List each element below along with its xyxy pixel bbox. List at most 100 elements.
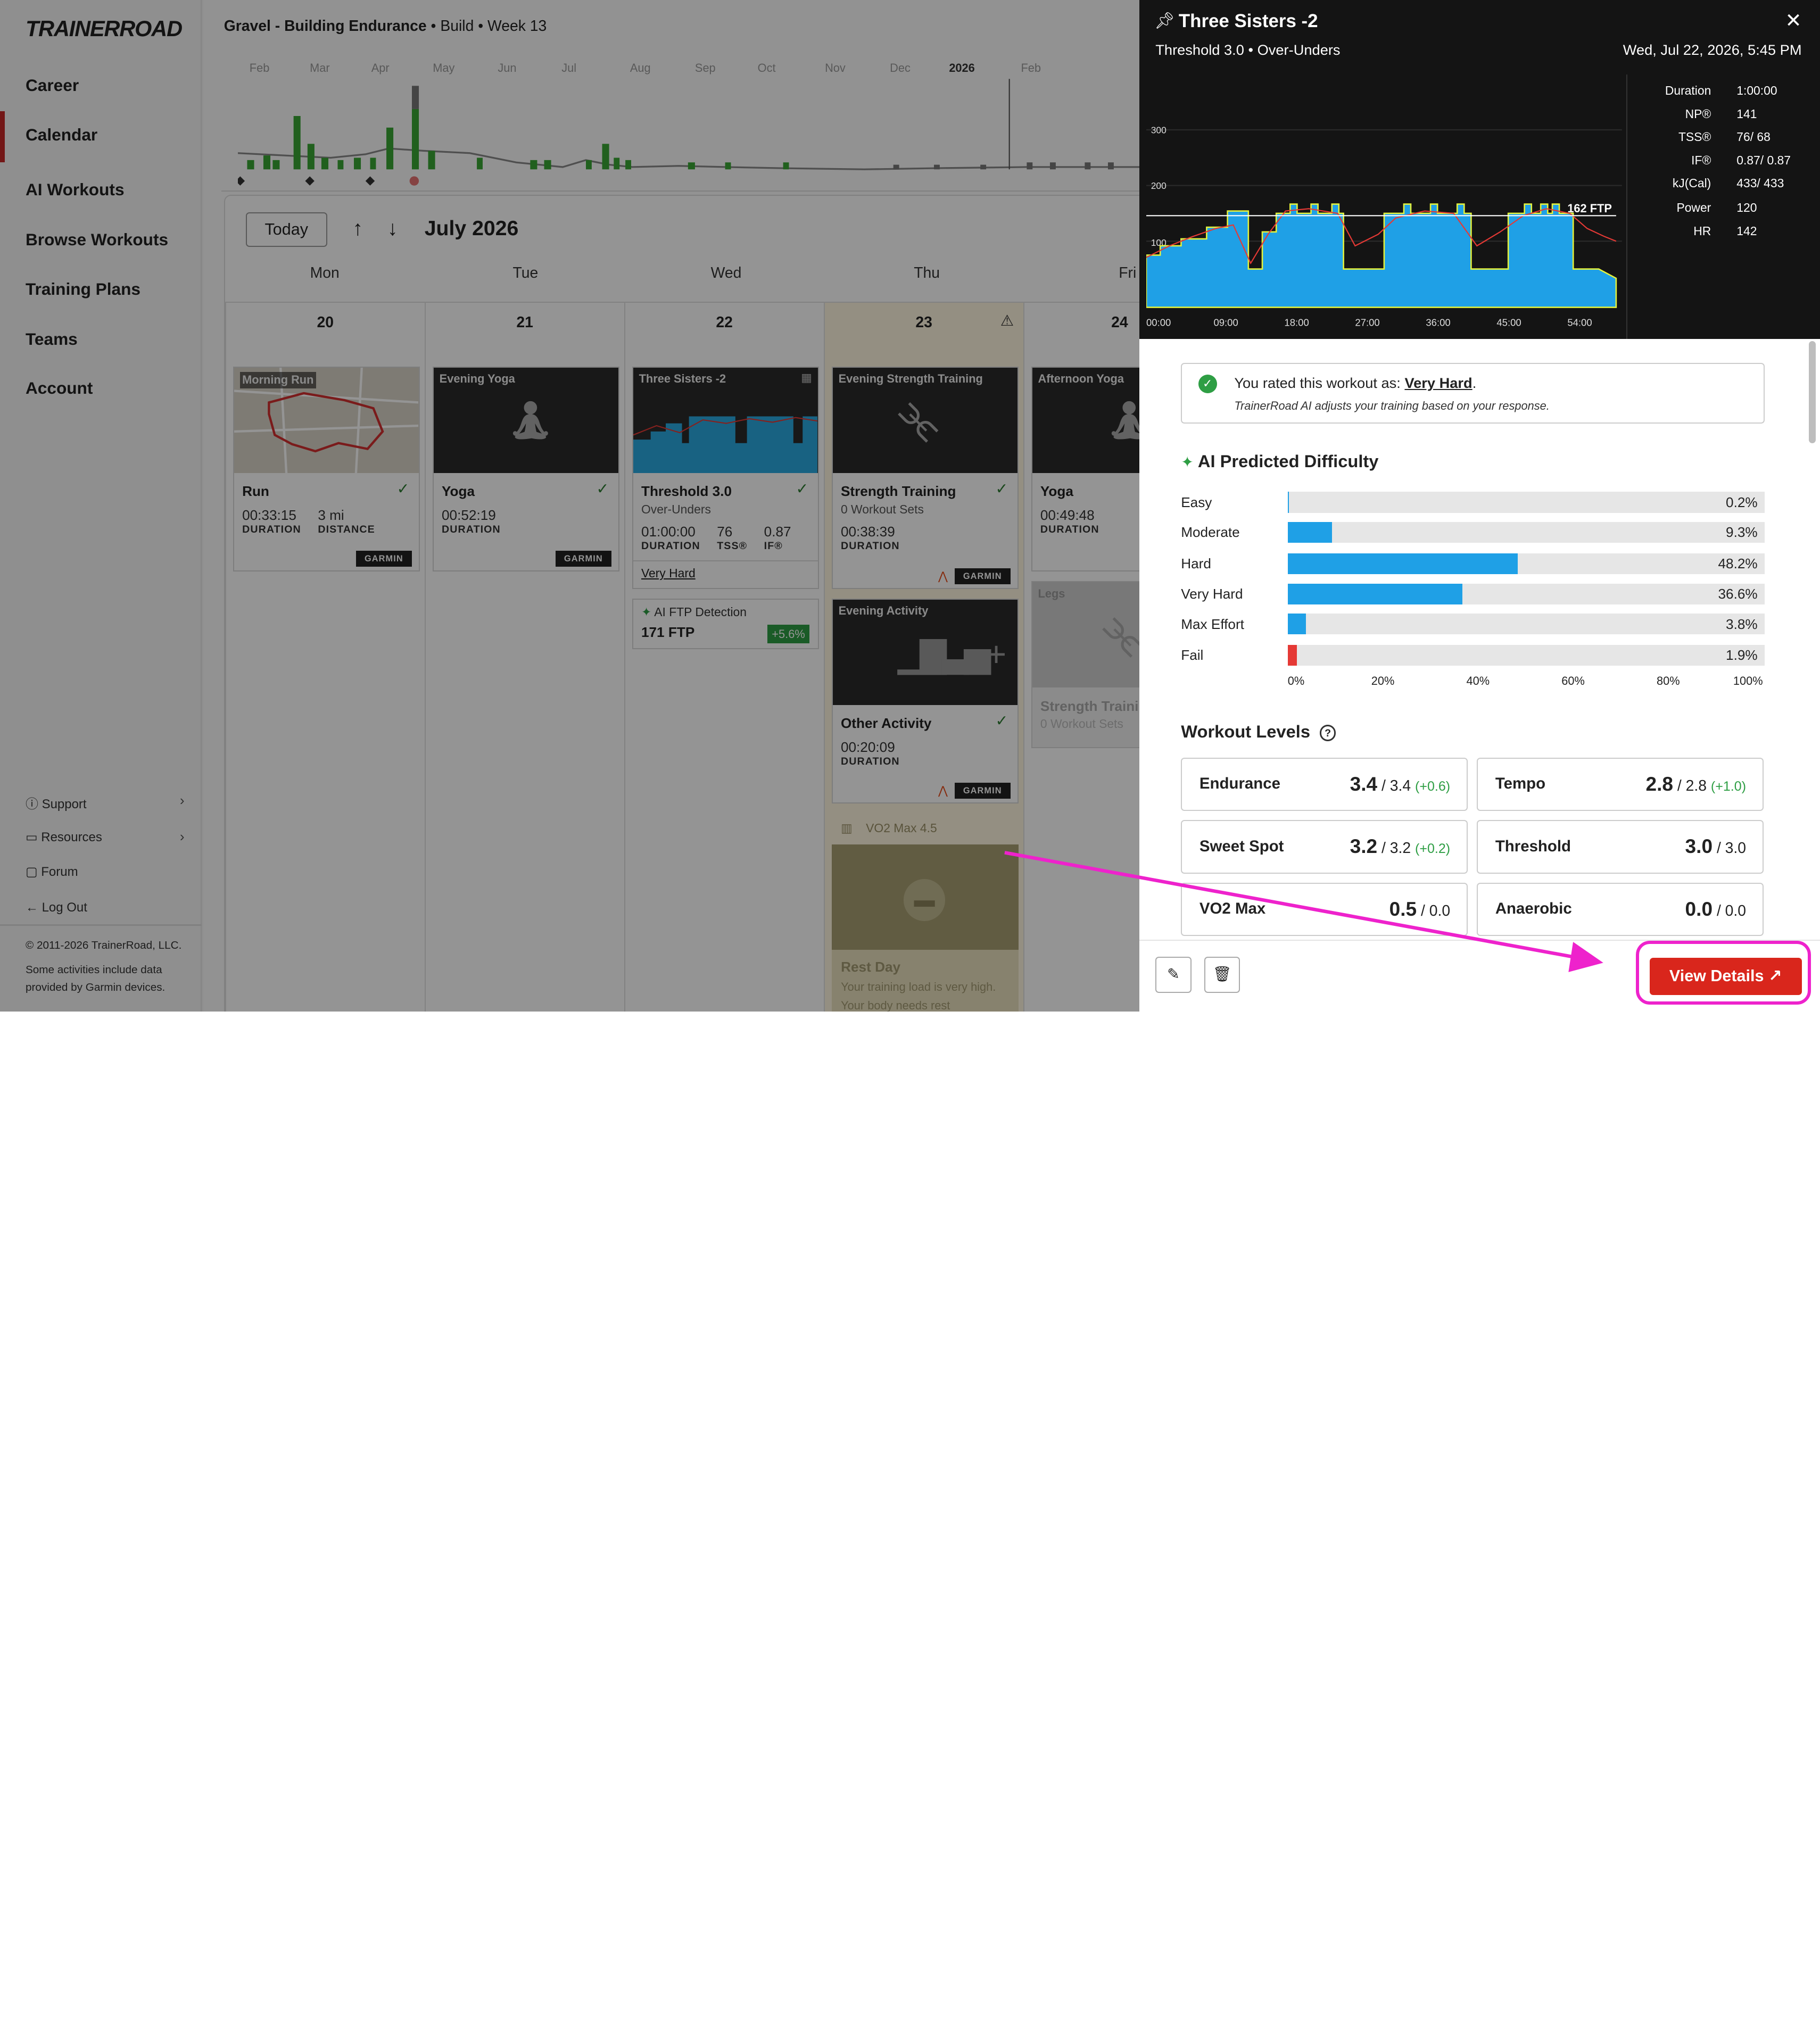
timeline-months: Feb Mar Apr May Jun Jul Aug Sep Oct Nov Dec 2026 Feb — [250, 61, 1041, 74]
metric-value: 120 — [1736, 201, 1757, 215]
x-tick: 45:00 — [1496, 317, 1521, 328]
power-graph[interactable]: 300 200 100 162 FTP 00:00 09:00 18:00 27… — [1146, 72, 1622, 338]
today-button[interactable]: Today — [245, 212, 327, 247]
timeline-month-label: 2026 — [949, 61, 974, 74]
check-icon: ✓ — [995, 480, 1008, 498]
y-tick: 200 — [1151, 180, 1167, 191]
ai-ftp-detection-card[interactable]: ✦ AI FTP Detection 171 FTP +5.6% — [632, 598, 819, 650]
planned-workout-label: VO2 Max 4.5 — [866, 821, 937, 835]
scrollbar[interactable] — [1808, 341, 1816, 443]
check-circle-icon: ✓ — [1198, 374, 1217, 393]
rating-value-link[interactable]: Very Hard — [1404, 374, 1472, 391]
close-icon[interactable]: ✕ — [1785, 9, 1802, 32]
vo2-max-planned[interactable]: ▥ VO2 Max 4.5 — [832, 815, 1019, 843]
garmin-note: Some activities include data provided by… — [25, 964, 166, 993]
timeline-month-label: Jun — [498, 61, 516, 74]
difficulty-label: Easy — [1181, 494, 1212, 510]
resources-link[interactable]: ▭ Resources — [26, 830, 102, 845]
check-icon: ✓ — [995, 712, 1008, 730]
difficulty-row: Fail 1.9% — [1181, 645, 1765, 666]
metric-value: 141 — [1736, 106, 1757, 121]
training-timeline[interactable]: Feb Mar Apr May Jun Jul Aug Sep Oct Nov Dec 2026 Feb — [237, 58, 1143, 186]
difficulty-row: Hard 48.2% — [1181, 553, 1765, 575]
help-icon[interactable]: ? — [1319, 725, 1336, 741]
event-markers — [237, 176, 419, 186]
difficulty-label: Hard — [1181, 556, 1211, 572]
metric-label: Power — [1676, 201, 1711, 215]
level-change: (+0.2) — [1414, 841, 1451, 857]
stat-value: 00:33:15 — [242, 507, 296, 523]
workout-card-other-activity[interactable]: Evening Activity ▁▇▃▅+ ✓ Other Activity … — [831, 598, 1019, 804]
nav-account[interactable]: Account — [25, 378, 93, 397]
difficulty-percent: 1.9% — [1726, 647, 1758, 664]
workout-card-run[interactable]: Morning Run ✓ Run 00:33:15 DURATION 3 mi D… — [233, 366, 420, 572]
nav-teams[interactable]: Teams — [25, 329, 78, 349]
workout-card-yoga[interactable]: Evening Yoga 🧘︎ ✓ Yoga 00:52:19 DURATION … — [432, 366, 619, 572]
day-column-mon[interactable]: 20 Morning Run ✓ Run 00:33:15 DURATION 3 … — [225, 301, 425, 1012]
card-thumbnail: Evening Strength Training ⫘ — [832, 367, 1017, 473]
difficulty-label: Max Effort — [1181, 616, 1244, 632]
next-arrow-icon[interactable]: ↓ — [387, 217, 398, 241]
difficulty-row: Max Effort 3.8% — [1181, 614, 1765, 635]
metric-label: Duration — [1665, 83, 1711, 97]
difficulty-label: Moderate — [1181, 524, 1240, 541]
workout-level-card[interactable]: Endurance 3.4 / 3.4 (+0.6) — [1181, 757, 1468, 811]
level-value: 0.0 — [1685, 898, 1713, 921]
edit-button[interactable]: ✎ — [1155, 957, 1192, 993]
trainerroad-logo[interactable]: TRAINERROAD — [25, 16, 183, 41]
stat-label: DURATION — [641, 540, 700, 552]
nav-career[interactable]: Career — [25, 75, 79, 95]
pin-icon[interactable]: 📌︎ — [1154, 11, 1175, 30]
workout-card-three-sisters[interactable]: Three Sisters -2 ▦ ✓ Threshold 3.0 Over-… — [632, 366, 819, 590]
previous-arrow-icon[interactable]: ↑ — [352, 217, 363, 241]
weekday-label: Tue — [512, 264, 539, 281]
view-details-label: View Details — [1669, 967, 1764, 985]
workout-level-card[interactable]: Tempo 2.8 / 2.8 (+1.0) — [1477, 757, 1764, 811]
rest-day-card[interactable]: ▬ Rest Day Your training load is very hi… — [831, 844, 1019, 1012]
nav-training-plans[interactable]: Training Plans — [25, 279, 141, 299]
nav-calendar[interactable]: Calendar — [25, 125, 98, 145]
metric-label: TSS® — [1678, 130, 1711, 144]
workout-level-card[interactable]: Threshold 3.0 / 3.0 — [1477, 820, 1764, 874]
support-label: Support — [42, 797, 87, 812]
garmin-badge: GARMIN — [556, 550, 611, 567]
axis-tick: 100% — [1733, 674, 1763, 687]
day-column-thu[interactable]: 23 ⚠ Evening Strength Training ⫘ ✓ Stren… — [823, 301, 1023, 1012]
plan-phase: Build — [440, 17, 474, 35]
workout-card-strength[interactable]: Evening Strength Training ⫘ ✓ Strength T… — [831, 366, 1019, 590]
stat-value: 00:49:48 — [1040, 507, 1095, 523]
nav-ai-workouts[interactable]: AI Workouts — [25, 179, 125, 199]
axis-tick: 40% — [1466, 674, 1490, 687]
day-column-tue[interactable]: 21 Evening Yoga 🧘︎ ✓ Yoga 00:52:19 DURATI… — [424, 301, 624, 1012]
workout-level-card[interactable]: Sweet Spot 3.2 / 3.2 (+0.2) — [1181, 820, 1468, 874]
logout-icon: ← — [25, 900, 38, 915]
card-title: Yoga — [442, 483, 475, 500]
plan-name: Gravel - Building Endurance — [224, 17, 427, 35]
nav-browse-workouts[interactable]: Browse Workouts — [25, 229, 169, 249]
resources-label: Resources — [41, 830, 102, 844]
rating-link[interactable]: Very Hard — [633, 560, 818, 585]
difficulty-bar-track: 3.8% — [1287, 614, 1765, 635]
metric-value: 1:00:00 — [1736, 83, 1777, 97]
level-value: 3.0 — [1685, 835, 1713, 858]
stat-value: 00:52:19 — [442, 507, 496, 523]
workout-level-card[interactable]: Anaerobic 0.0 / 0.0 — [1477, 882, 1764, 937]
day-column-wed[interactable]: 22 Three Sisters -2 ▦ ✓ Threshold 3.0 Ov… — [624, 301, 824, 1012]
axis-tick: 0% — [1287, 674, 1305, 687]
timeline-month-label: Feb — [250, 61, 270, 74]
support-link[interactable]: ⓘ Support — [26, 793, 87, 812]
delete-button[interactable]: 🗑︎ — [1204, 957, 1240, 993]
metric-value: 433/ 433 — [1736, 176, 1784, 190]
level-target: / 0.0 — [1421, 902, 1451, 920]
difficulty-bar-fill — [1287, 492, 1289, 513]
stat-if: 0.87 IF® — [764, 524, 791, 552]
logout-link[interactable]: ← Log Out — [26, 900, 87, 915]
forum-link[interactable]: ▢ Forum — [26, 864, 78, 880]
yoga-icon: 🧘︎ — [505, 398, 556, 443]
card-caption: Morning Run — [239, 372, 316, 388]
workout-level-card[interactable]: VO2 Max 0.5 / 0.0 — [1181, 882, 1468, 937]
modal-backdrop[interactable] — [0, 0, 1139, 1012]
stat-label: IF® — [764, 540, 783, 552]
card-title: Run — [242, 483, 269, 500]
view-details-button[interactable]: View Details ↗ — [1649, 958, 1802, 996]
